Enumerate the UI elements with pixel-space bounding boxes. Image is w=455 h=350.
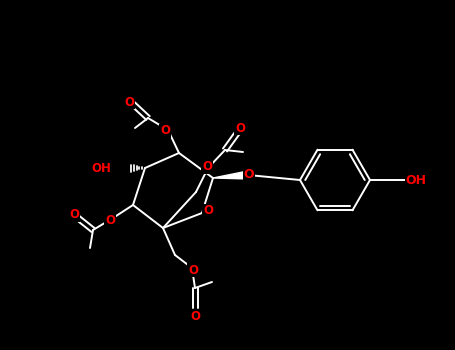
Text: O: O (105, 214, 115, 226)
Text: O: O (160, 125, 170, 138)
Text: O: O (190, 309, 200, 322)
Text: OH: OH (91, 162, 111, 175)
Text: OH: OH (405, 174, 426, 187)
Text: O: O (244, 168, 254, 181)
Text: O: O (235, 121, 245, 134)
Text: O: O (188, 264, 198, 276)
Text: O: O (124, 96, 134, 108)
Text: O: O (202, 161, 212, 174)
Text: O: O (69, 209, 79, 222)
Text: O: O (203, 204, 213, 217)
Polygon shape (213, 171, 248, 179)
